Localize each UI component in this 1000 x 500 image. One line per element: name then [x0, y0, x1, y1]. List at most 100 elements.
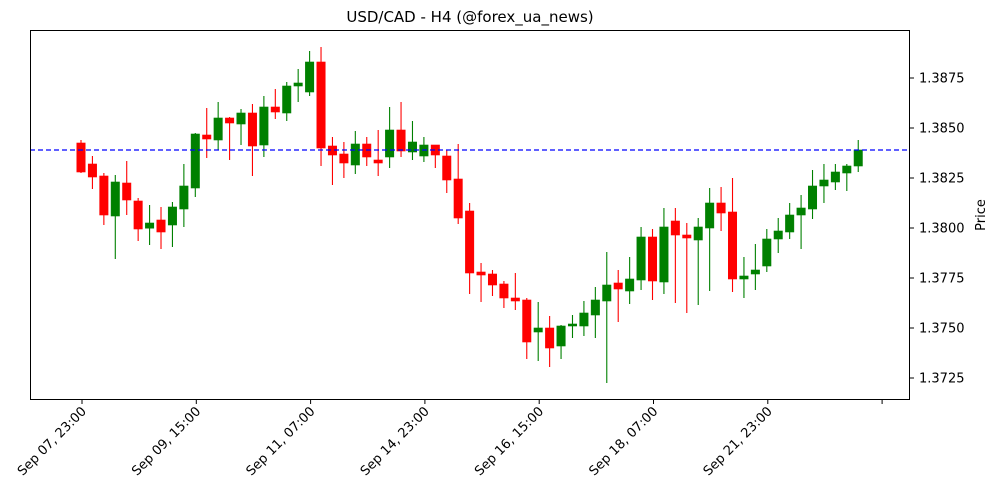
candle-down [99, 173, 109, 225]
candle-up [796, 195, 806, 249]
x-tick-label: Sep 18, 07:00 [586, 404, 661, 479]
candle-down [476, 263, 486, 302]
candle-body [453, 178, 463, 219]
candle-body [156, 219, 166, 233]
candle-down [373, 130, 383, 176]
y-tick-label: 1.3850 [919, 122, 965, 137]
x-tick-label: Sep 14, 23:00 [358, 404, 433, 479]
candle-body [510, 297, 520, 302]
candle-down [453, 144, 463, 224]
candle-body [76, 142, 86, 173]
candle-up [842, 164, 852, 191]
candle-body [705, 202, 715, 229]
candle-body [853, 149, 863, 167]
candle-up [853, 140, 863, 172]
candle-up [659, 208, 669, 294]
candle-down [430, 144, 440, 168]
candles-layer [76, 47, 863, 383]
candle-body [145, 222, 155, 229]
candle-body [225, 117, 235, 124]
candle-up [819, 164, 829, 203]
candle-body [579, 312, 589, 327]
candle-down [682, 223, 692, 313]
candle-up [259, 96, 269, 157]
candle-down [442, 150, 452, 193]
x-tick-label: Sep 07, 23:00 [15, 404, 90, 479]
candle-body [693, 226, 703, 241]
x-tick-label: Sep 16, 15:00 [472, 404, 547, 479]
candle-down [716, 187, 726, 231]
candle-body [190, 133, 200, 189]
candle-body [716, 202, 726, 214]
candle-down [545, 316, 555, 367]
candle-body [487, 273, 497, 286]
candle-body [602, 284, 612, 302]
candle-down [465, 203, 475, 294]
candle-up [350, 131, 360, 174]
x-tick-label: Sep 09, 15:00 [129, 404, 204, 479]
candle-body [316, 61, 326, 149]
candle-body [305, 61, 315, 93]
candle-up [579, 301, 589, 336]
candle-body [613, 282, 623, 290]
candle-body [213, 117, 223, 141]
candle-up [567, 315, 577, 338]
candle-up [407, 121, 417, 160]
candle-down [339, 142, 349, 178]
candle-up [167, 202, 177, 247]
candle-body [728, 211, 738, 280]
plot-area-frame [30, 30, 910, 400]
candle-body [636, 236, 646, 281]
candle-down [316, 47, 326, 166]
candle-down [362, 137, 372, 166]
candle-body [556, 325, 566, 347]
candle-up [625, 257, 635, 304]
candle-body [819, 179, 829, 187]
candle-up [293, 69, 303, 102]
candle-up [190, 133, 200, 197]
candle-body [339, 153, 349, 164]
candle-down [247, 104, 257, 176]
candle-body [567, 323, 577, 327]
candle-body [133, 200, 143, 230]
candle-body [396, 129, 406, 152]
x-tick-label: Sep 21, 23:00 [701, 404, 776, 479]
candle-body [236, 112, 246, 125]
y-tick-label: 1.3725 [919, 372, 965, 387]
candle-body [842, 165, 852, 174]
candle-down [87, 156, 97, 189]
candle-up [636, 227, 646, 290]
y-axis: 1.3725 1.3750 1.3775 1.3800 1.3825 1.3850 1.38… [910, 72, 965, 387]
y-axis-label: Price [974, 199, 989, 231]
candle-up [145, 205, 155, 245]
y-tick-label: 1.3875 [919, 72, 965, 87]
candle-body [739, 275, 749, 280]
candle-body [499, 283, 509, 299]
candle-body [465, 210, 475, 274]
y-tick-label: 1.3775 [919, 272, 965, 287]
candle-up [385, 107, 395, 168]
candle-body [773, 230, 783, 240]
y-tick-label: 1.3825 [919, 172, 965, 187]
candle-down [647, 229, 657, 300]
candle-up [750, 244, 760, 290]
candle-up [590, 287, 600, 338]
candle-body [167, 206, 177, 226]
candle-body [659, 226, 669, 283]
candle-body [202, 134, 212, 140]
candle-body [282, 85, 292, 114]
candle-body [350, 143, 360, 166]
candle-down [133, 198, 143, 241]
candle-down [270, 89, 280, 119]
y-tick-label: 1.3800 [919, 222, 965, 237]
candle-up [693, 218, 703, 305]
candle-body [808, 185, 818, 210]
candle-up [602, 252, 612, 383]
candle-body [247, 112, 257, 147]
candle-body [750, 269, 760, 275]
candle-body [647, 236, 657, 282]
candle-down [499, 281, 509, 308]
candle-body [179, 185, 189, 210]
candle-up [773, 218, 783, 253]
candle-down [510, 273, 520, 310]
